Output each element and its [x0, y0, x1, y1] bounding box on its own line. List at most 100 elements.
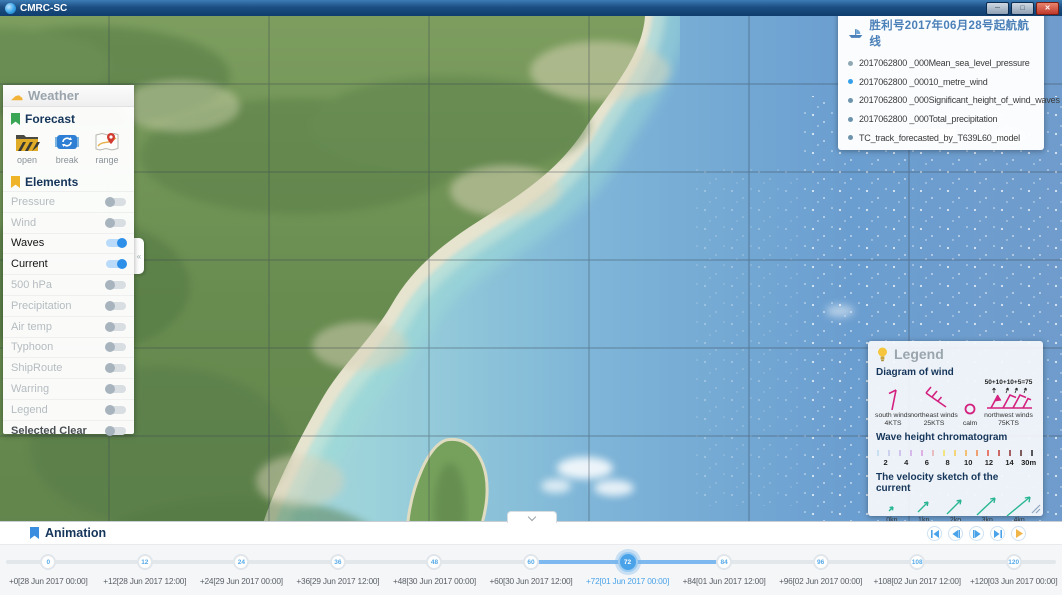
bulb-icon — [878, 347, 887, 361]
toggle-shiproute[interactable] — [105, 363, 126, 374]
previous-frame-button[interactable] — [948, 526, 963, 541]
current-arrow-icon — [917, 501, 929, 513]
element-row-pressure[interactable]: Pressure — [3, 191, 134, 212]
current-0kn: 0kn — [876, 495, 908, 524]
wind-barb-25kts-icon — [925, 386, 947, 408]
current-1kn: 1kn — [908, 495, 940, 524]
current-velocity-title: The velocity sketch of the current — [876, 471, 999, 494]
bookmark-icon-yellow — [11, 176, 20, 188]
toggle-precipitation[interactable] — [105, 300, 126, 311]
element-row-waves[interactable]: Waves — [3, 232, 134, 254]
maximize-button[interactable]: □ — [1011, 1, 1034, 15]
wave-colorbar-icon — [877, 449, 1033, 457]
current-arrow-icon — [888, 506, 894, 512]
current-arrow-icon — [946, 499, 963, 515]
toggle-warring[interactable] — [105, 384, 126, 395]
route-item-waves[interactable]: 2017062800 _000Significant_height_of_win… — [838, 91, 1060, 110]
break-tool[interactable]: break — [47, 131, 87, 165]
open-tool[interactable]: open — [7, 131, 47, 165]
next-frame-button[interactable] — [969, 526, 984, 541]
timeline-step-24[interactable]: 24 +24[29 Jun 2017 00:00] — [193, 545, 290, 586]
wind-barb-4kts-icon — [888, 389, 897, 411]
timeline-step-60[interactable]: 60 +60[30 Jun 2017 12:00] — [483, 545, 580, 586]
toggle-selected-clear[interactable] — [105, 425, 126, 436]
play-icon — [1015, 529, 1023, 538]
route-item-precip[interactable]: 2017062800 _000Total_precipitation — [838, 110, 1044, 129]
elements-section-title: Elements — [3, 170, 134, 191]
toggle-500hpa[interactable] — [105, 280, 126, 291]
last-frame-button[interactable] — [990, 526, 1005, 541]
break-tool-label: break — [55, 155, 79, 165]
toggle-legend[interactable] — [105, 404, 126, 415]
timeline-step-12[interactable]: 12 +12[28 Jun 2017 12:00] — [97, 545, 194, 586]
app-logo-icon — [5, 2, 16, 14]
toggle-airtemp[interactable] — [105, 321, 126, 332]
route-item-wind[interactable]: 2017062800 _00010_metre_wind — [838, 73, 1044, 92]
barb-northeast: northeast winds 25KTS — [910, 386, 958, 429]
element-row-typhoon[interactable]: Typhoon — [3, 336, 134, 358]
play-button[interactable] — [1011, 526, 1026, 541]
timeline-step-0[interactable]: 0 +0[28 Jun 2017 00:00] — [0, 545, 97, 586]
animation-bar: Animation 0 +0[28 Jun 2017 00:00] 12 +12[2… — [0, 511, 1062, 595]
cloud-icon: ☁ — [11, 88, 23, 103]
toggle-pressure[interactable] — [105, 196, 126, 207]
route-panel-header: 胜利号2017年06月28号起航航线 — [838, 10, 1044, 54]
animation-collapse-handle[interactable] — [507, 511, 557, 523]
timeline-steps: 0 +0[28 Jun 2017 00:00] 12 +12[28 Jun 2017… — [0, 545, 1062, 586]
weather-panel-collapse-handle[interactable]: « — [134, 238, 144, 274]
toggle-waves[interactable] — [106, 238, 127, 249]
toggle-current[interactable] — [106, 259, 127, 270]
skip-to-start-icon — [930, 529, 939, 538]
legend-panel-title: Legend — [894, 346, 944, 362]
wind-barb-legend: south winds 4KTS northeast winds 25KTS c… — [875, 379, 1035, 429]
window-title: CMRC-SC — [20, 2, 68, 14]
current-3kn: 3kn — [971, 495, 1003, 524]
bullet-dot — [848, 79, 853, 85]
forecast-section-title: Forecast — [3, 107, 134, 128]
element-row-500hpa[interactable]: 500 hPa — [3, 274, 134, 295]
barb-south: south winds 4KTS — [875, 386, 911, 429]
route-item-mslp[interactable]: 2017062800 _000Mean_sea_level_pressure — [838, 54, 1044, 73]
element-row-legend[interactable]: Legend — [3, 398, 134, 420]
element-row-selected-clear[interactable]: Selected Clear — [3, 419, 134, 441]
timeline-step-48[interactable]: 48 +48[30 Jun 2017 00:00] — [386, 545, 483, 586]
window-titlebar: CMRC-SC ─ □ ✕ — [0, 0, 1062, 16]
element-row-precipitation[interactable]: Precipitation — [3, 294, 134, 316]
element-row-airtemp[interactable]: Air temp — [3, 315, 134, 337]
element-row-warring[interactable]: Warring — [3, 378, 134, 399]
route-item-tc-track[interactable]: TC_track_forecasted_by_T639L60_model — [838, 128, 1044, 147]
bullet-dot — [848, 97, 853, 103]
first-frame-button[interactable] — [927, 526, 942, 541]
current-2kn: 2kn — [940, 495, 972, 524]
timeline-step-108[interactable]: 108 +108[02 Jun 2017 12:00] — [869, 545, 966, 586]
wave-height-colorbar: 2 4 6 8 10 12 14 30m — [876, 445, 1036, 469]
element-row-wind[interactable]: Wind — [3, 211, 134, 233]
timeline-step-84[interactable]: 84 +84[01 Jun 2017 12:00] — [676, 545, 773, 586]
playback-controls — [927, 526, 1026, 541]
minimize-button[interactable]: ─ — [986, 1, 1009, 15]
weather-panel: ☁ Weather Forecast open break — [3, 85, 134, 437]
current-4kn: 4kn — [1003, 495, 1035, 524]
timeline-step-36[interactable]: 36 +36[29 Jun 2017 12:00] — [290, 545, 387, 586]
current-velocity-legend: 0kn 1kn 2kn 3kn — [876, 495, 1035, 524]
element-row-current[interactable]: Current — [3, 253, 134, 274]
close-button[interactable]: ✕ — [1036, 1, 1059, 15]
toggle-typhoon[interactable] — [105, 342, 126, 353]
bullet-dot — [848, 116, 853, 122]
element-row-shiproute[interactable]: ShipRoute — [3, 357, 134, 378]
refresh-icon — [55, 135, 79, 149]
animation-header: Animation — [0, 522, 1062, 545]
timeline-step-96[interactable]: 96 +96[02 Jun 2017 00:00] — [772, 545, 869, 586]
range-tool[interactable]: range — [87, 131, 127, 165]
bookmark-icon-blue — [30, 527, 39, 539]
timeline-step-120[interactable]: 120 +120[03 Jun 2017 00:00] — [965, 545, 1062, 586]
bullet-dot — [848, 60, 853, 66]
step-back-icon — [951, 529, 960, 538]
animation-title: Animation — [45, 526, 107, 540]
resize-handle-icon[interactable] — [1031, 504, 1041, 514]
weather-panel-title: Weather — [28, 88, 80, 103]
bookmark-icon-green — [11, 113, 20, 125]
toggle-wind[interactable] — [105, 217, 126, 228]
range-tool-label: range — [95, 155, 119, 165]
timeline-step-72-selected[interactable]: 72 +72[01 Jun 2017 00:00] — [579, 545, 676, 586]
